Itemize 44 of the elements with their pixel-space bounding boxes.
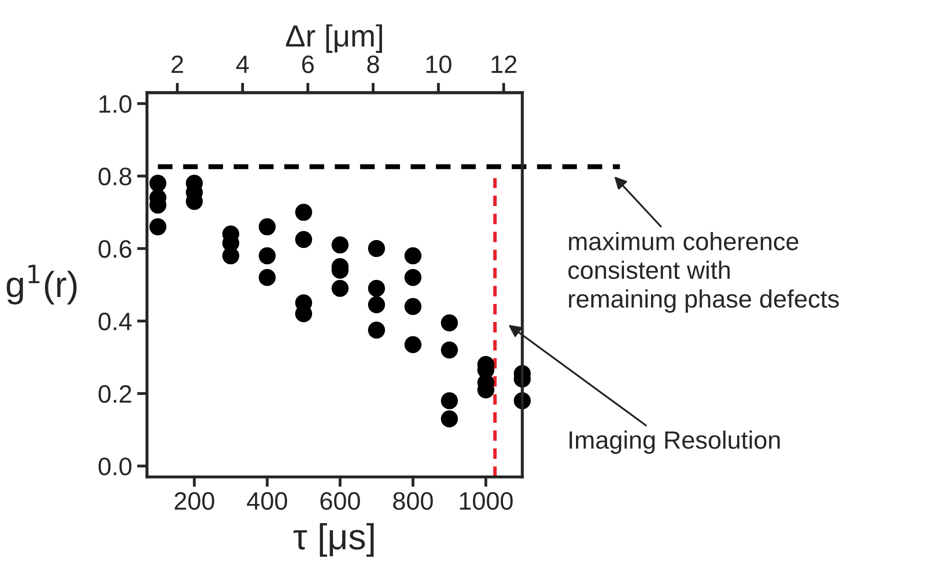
y-tick-label: 0.8	[98, 168, 132, 186]
point	[258, 218, 276, 236]
x-tick-label: 600	[320, 492, 360, 510]
point	[404, 247, 422, 264]
point	[368, 280, 386, 297]
y-tick-label: 1.0	[100, 95, 132, 113]
x-tick-label: 1000	[460, 492, 513, 510]
point	[258, 247, 276, 264]
point	[404, 298, 422, 316]
point	[440, 410, 458, 428]
x-axis-title: τ [μs]	[294, 523, 374, 557]
point	[440, 392, 458, 410]
y-tick-label: 0.6	[98, 240, 132, 258]
point	[440, 342, 458, 359]
x2-tick-label: 8	[367, 55, 379, 74]
x2-tick-label: 2	[172, 55, 184, 73]
x2-axis-title: Δr [μm]	[286, 24, 382, 53]
x-tick-label: 400	[246, 492, 288, 510]
x-tick-label: 200	[174, 492, 214, 510]
point	[295, 230, 312, 248]
x-tick-label: 800	[393, 492, 433, 510]
point	[368, 240, 386, 258]
point	[295, 204, 312, 221]
point	[258, 269, 276, 286]
point	[332, 236, 349, 254]
y-tick-label: 0.0	[98, 458, 132, 476]
point	[222, 247, 240, 264]
y-tick-label: 0.2	[98, 385, 132, 403]
y-axis-title: g$^{1}$(r)	[6, 264, 77, 304]
point	[368, 296, 386, 314]
point	[404, 336, 422, 354]
point	[440, 314, 458, 332]
ref-line-label: Imaging Resolution	[570, 430, 780, 454]
point	[332, 280, 349, 297]
x2-tick-label: 12	[492, 55, 516, 73]
y-tick-label: 0.4	[98, 312, 132, 330]
point	[404, 269, 422, 286]
x2-tick-label: 10	[426, 55, 452, 74]
point	[149, 174, 166, 192]
point	[368, 322, 386, 339]
point	[149, 218, 166, 236]
x2-tick-label: 4	[236, 56, 249, 73]
x2-tick-label: 6	[302, 55, 314, 74]
ref-line-label: maximum coherence consistent with remaining phase defects	[568, 232, 839, 313]
